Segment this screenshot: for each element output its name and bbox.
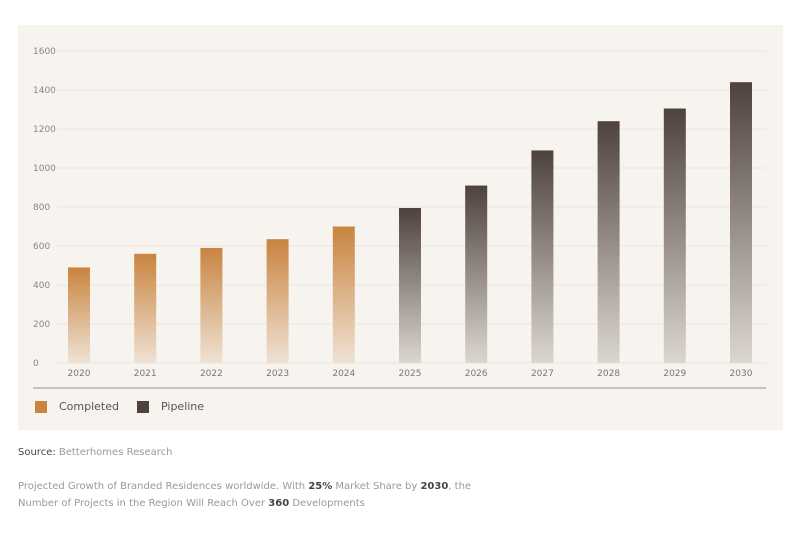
bar-completed-2024 (332, 226, 355, 363)
legend-pipeline-label: Pipeline (161, 400, 205, 413)
caption-text: Developments (289, 498, 365, 509)
source-note: Source: Betterhomes Research (18, 447, 172, 458)
y-tick-label: 1200 (33, 125, 56, 135)
y-tick-label: 600 (33, 242, 50, 252)
caption-text: , the Number of Projects in the Region W… (18, 481, 472, 509)
x-tick-label: 2027 (531, 369, 554, 379)
bar-completed-2021 (134, 253, 157, 363)
x-tick-label: 2021 (134, 369, 157, 379)
bar-completed-2020 (68, 267, 90, 363)
y-tick-label: 1600 (33, 47, 56, 57)
completed-swatch (35, 400, 47, 413)
legend-completed: Completed (35, 400, 119, 413)
y-tick-label: 0 (33, 359, 39, 369)
y-tick-label: 200 (33, 320, 50, 330)
x-tick-label: 2030 (730, 369, 753, 379)
y-tick-label: 800 (33, 203, 50, 213)
x-tick-label: 2020 (68, 369, 91, 379)
bar-pipeline-2029 (663, 108, 686, 364)
bar-pipeline-2028 (597, 121, 620, 363)
x-tick-label: 2026 (465, 369, 488, 379)
bar-pipeline-2027 (531, 150, 554, 363)
bar-pipeline-2025 (399, 207, 421, 363)
x-tick-label: 2022 (200, 369, 223, 379)
source-label: Source: (18, 447, 56, 458)
x-tick-label: 2028 (597, 369, 620, 379)
bar-completed-2022 (200, 247, 223, 363)
bar-pipeline-2026 (465, 185, 488, 363)
y-tick-label: 400 (33, 281, 50, 291)
source-value: Betterhomes Research (55, 447, 173, 458)
caption-bold: 25% (308, 481, 333, 492)
y-tick-label: 1000 (33, 164, 56, 174)
x-tick-label: 2024 (332, 369, 355, 379)
legend-completed-label: Completed (59, 400, 119, 413)
legend-pipeline: Pipeline (137, 400, 204, 413)
caption: Projected Growth of Branded Residences w… (18, 478, 498, 512)
bar-completed-2023 (266, 239, 289, 363)
caption-bold: 2030 (420, 481, 449, 492)
x-tick-label: 2029 (663, 369, 686, 379)
caption-text: Market Share by (332, 481, 421, 492)
bar-pipeline-2030 (730, 82, 752, 363)
y-tick-label: 1400 (33, 86, 56, 96)
x-tick-label: 2025 (399, 369, 422, 379)
caption-text: Projected Growth of Branded Residences w… (18, 481, 309, 492)
pipeline-swatch (137, 400, 149, 413)
caption-bold: 360 (268, 498, 290, 509)
x-tick-label: 2023 (266, 369, 289, 379)
